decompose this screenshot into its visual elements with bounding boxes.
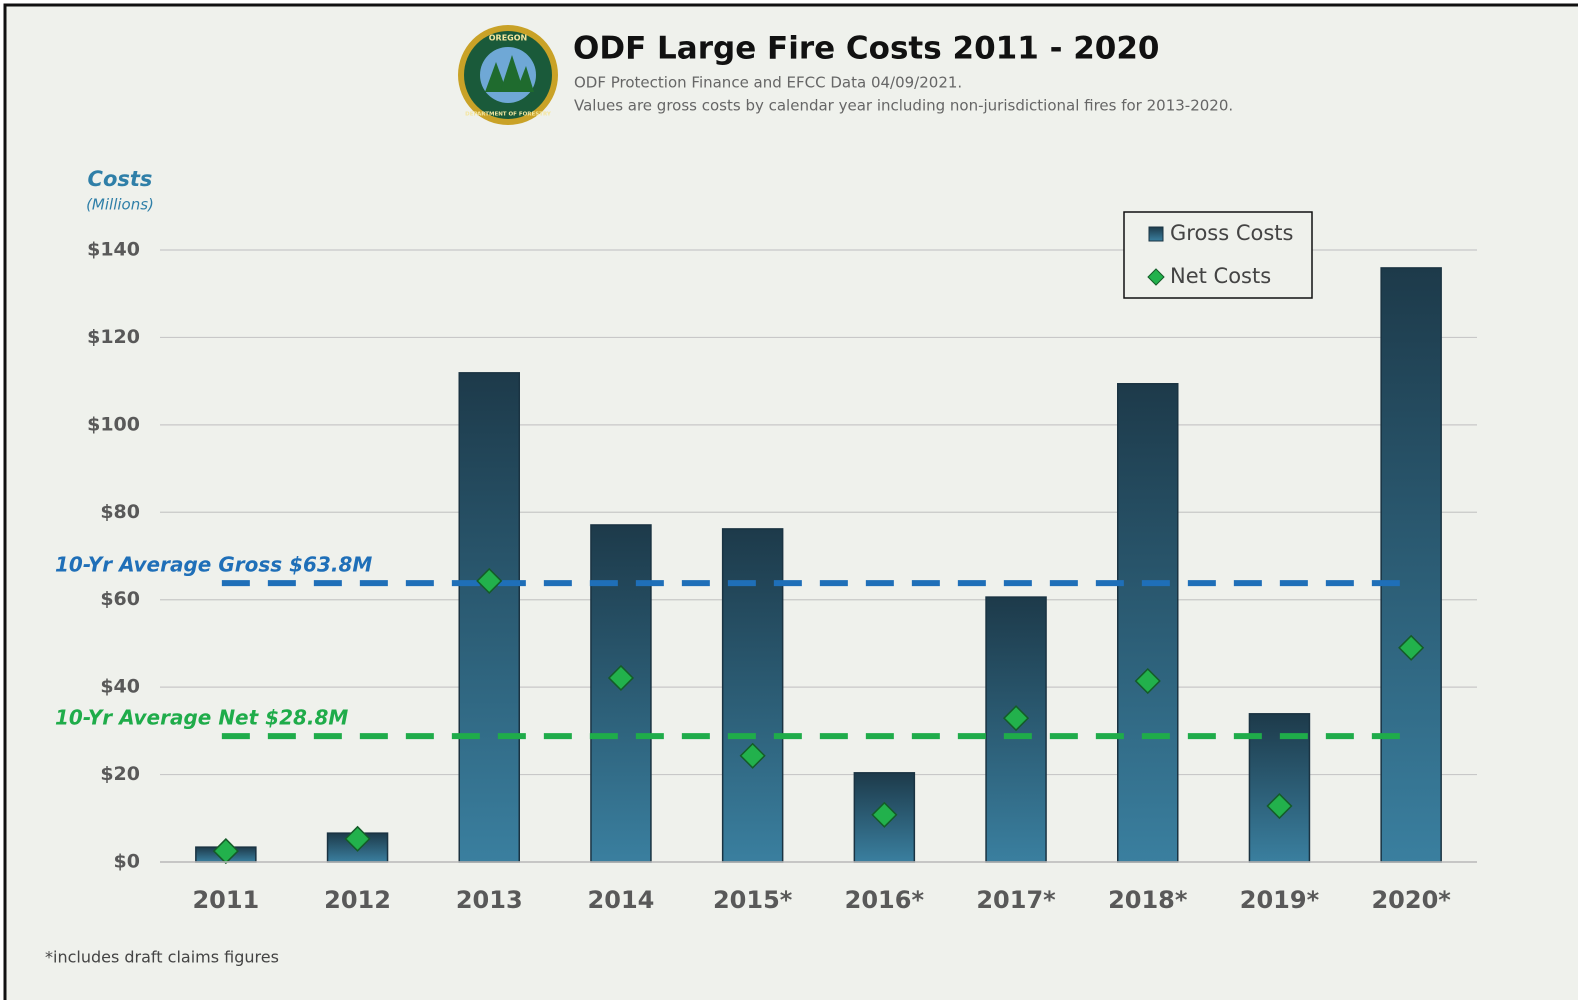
logo-text: DEPARTMENT OF FORESTRY bbox=[465, 112, 552, 118]
y-tick-label: $40 bbox=[100, 676, 140, 698]
bar bbox=[590, 524, 652, 863]
legend-label: Gross Costs bbox=[1170, 221, 1293, 245]
net-marker bbox=[344, 825, 371, 852]
x-tick-label: 2019* bbox=[1240, 886, 1320, 914]
bar bbox=[721, 528, 784, 863]
y-tick-label: $20 bbox=[100, 763, 140, 785]
net-marker bbox=[1398, 634, 1425, 661]
average-label: 10-Yr Average Gross $63.8M bbox=[55, 553, 372, 577]
y-tick-label: $100 bbox=[87, 413, 140, 435]
x-tick-label: 2015* bbox=[713, 886, 793, 914]
legend-label: Net Costs bbox=[1170, 264, 1271, 288]
chart-title: ODF Large Fire Costs 2011 - 2020 bbox=[573, 31, 1160, 67]
net-marker bbox=[476, 567, 503, 594]
net-marker bbox=[1266, 792, 1293, 820]
net-marker bbox=[871, 801, 898, 828]
bar bbox=[1117, 383, 1179, 863]
y-axis-label: Costs bbox=[88, 167, 153, 191]
net-marker bbox=[1134, 667, 1161, 695]
y-tick-label: $0 bbox=[114, 851, 140, 873]
net-marker bbox=[212, 838, 239, 865]
x-tick-label: 2013 bbox=[456, 886, 523, 914]
x-tick-label: 2011 bbox=[192, 886, 259, 914]
logo-tree bbox=[485, 62, 507, 92]
y-tick-label: $60 bbox=[100, 588, 140, 610]
logo-text: OREGON bbox=[489, 34, 528, 43]
x-tick-label: 2020* bbox=[1371, 886, 1451, 914]
legend-swatch bbox=[1148, 226, 1164, 242]
y-tick-label: $140 bbox=[87, 239, 140, 261]
x-tick-label: 2016* bbox=[845, 886, 925, 914]
bar bbox=[458, 372, 520, 863]
logo-tree bbox=[516, 66, 534, 92]
footnote: *includes draft claims figures bbox=[45, 948, 279, 967]
net-marker bbox=[739, 742, 766, 769]
chart-background bbox=[3, 3, 1578, 1000]
y-tick-label: $120 bbox=[87, 326, 140, 348]
legend-swatch bbox=[1147, 268, 1165, 286]
chart-subtitle: ODF Protection Finance and EFCC Data 04/… bbox=[574, 74, 962, 92]
x-tick-label: 2018* bbox=[1108, 886, 1188, 914]
logo: OREGON DEPARTMENT OF FORESTRY bbox=[458, 25, 558, 125]
logo-tree bbox=[500, 55, 524, 92]
x-tick-label: 2017* bbox=[976, 886, 1056, 914]
chart-subtitle: Values are gross costs by calendar year … bbox=[574, 97, 1233, 115]
average-label: 10-Yr Average Net $28.8M bbox=[55, 706, 348, 730]
bar bbox=[1380, 267, 1442, 863]
net-marker bbox=[1002, 705, 1030, 732]
x-tick-label: 2014 bbox=[588, 886, 655, 914]
y-tick-label: $80 bbox=[100, 501, 140, 523]
net-marker bbox=[607, 664, 635, 692]
y-axis-unit: (Millions) bbox=[86, 196, 154, 214]
x-tick-label: 2012 bbox=[324, 886, 391, 914]
